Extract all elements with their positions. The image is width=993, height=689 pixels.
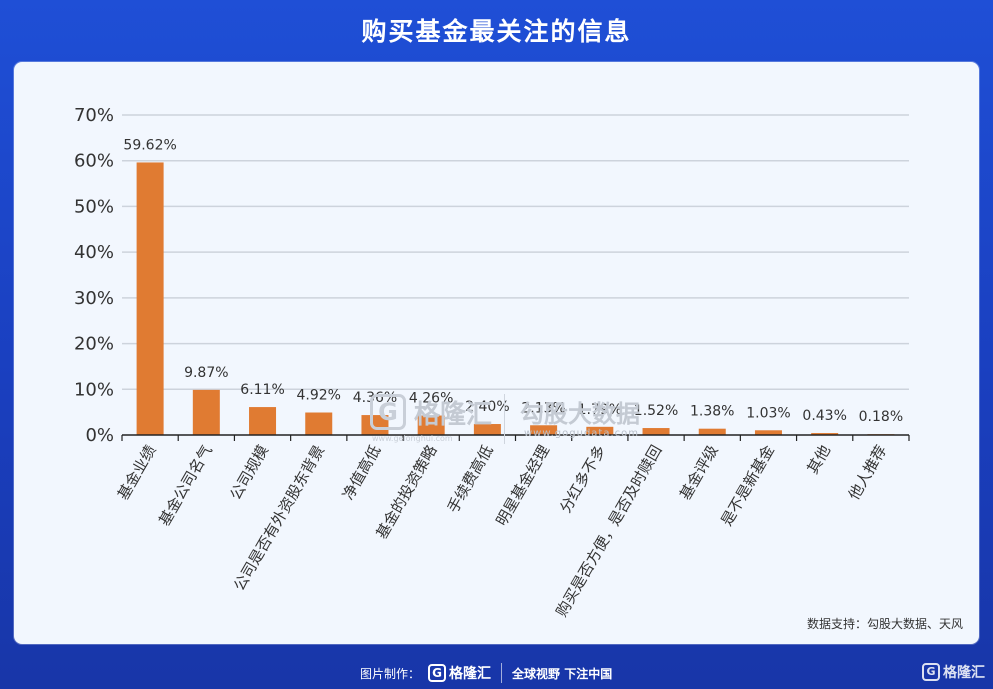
bar	[811, 433, 839, 435]
value-label: 1.79%	[578, 402, 622, 418]
x-tick-label: 其他	[804, 442, 835, 477]
y-tick-label: 0%	[85, 425, 114, 446]
value-label: 0.43%	[802, 408, 846, 424]
footer: 图片制作： G 格隆汇 全球视野 下注中国	[0, 656, 993, 689]
chart-card: 0% 10% 20% 30% 40% 50% 60% 70% 59.62% 9.87% 6.11%…	[14, 62, 979, 644]
bar	[136, 162, 164, 436]
data-source: 数据支持：勾股大数据、天风	[806, 617, 963, 631]
bar-chart: 0% 10% 20% 30% 40% 50% 60% 70% 59.62% 9.87% 6.11%…	[74, 105, 910, 620]
gelonghui-logo-icon: G	[370, 394, 406, 430]
value-label: 1.38%	[690, 404, 734, 420]
x-tick-label: 分红多不多	[556, 442, 609, 516]
x-tick-label: 是不是新基金	[717, 442, 778, 529]
y-axis-ticks: 0% 10% 20% 30% 40% 50% 60% 70%	[74, 105, 114, 446]
value-label: 1.03%	[746, 405, 790, 421]
value-labels: 59.62%9.87%6.11% 4.92% 4.36% 4.26%2.40% 2.13…	[123, 137, 903, 425]
x-tick-label: 净值高低	[339, 442, 385, 503]
value-label: 4.92%	[297, 388, 341, 404]
bar	[473, 424, 501, 435]
y-tick-label: 10%	[74, 379, 114, 400]
bar	[586, 426, 614, 435]
x-tick-label: 基金公司名气	[155, 442, 216, 529]
x-tick-label: 基金业绩	[114, 442, 160, 503]
x-tick-label: 手续费高低	[444, 442, 497, 516]
value-label: 1.52%	[634, 403, 678, 419]
x-tick-label: 基金评级	[676, 442, 722, 503]
corner-brand-name: 格隆汇	[943, 665, 985, 681]
bar	[530, 425, 558, 435]
x-tick-label: 明星基金经理	[492, 442, 553, 529]
watermark-partner: 勾股大数据	[520, 400, 640, 428]
corner-brand: G 格隆汇	[922, 662, 985, 682]
value-label: 2.13%	[521, 400, 565, 416]
watermark-partner-url: www.gogudata.com	[524, 428, 640, 439]
bar	[642, 428, 670, 435]
x-tick-label: 购买是否方便，是否及时赎回	[552, 442, 665, 620]
value-label: 59.62%	[123, 137, 176, 153]
value-label: 0.18%	[859, 409, 903, 425]
value-label: 4.26%	[409, 391, 453, 407]
y-tick-label: 70%	[74, 105, 114, 126]
x-axis	[121, 434, 910, 441]
bar	[698, 428, 726, 435]
footer-logo-icon: G	[428, 664, 447, 682]
y-tick-label: 60%	[74, 151, 114, 172]
grid-lines	[122, 114, 909, 391]
x-tick-label: 他人推荐	[845, 442, 891, 503]
y-tick-label: 50%	[74, 196, 114, 217]
watermark-brand: 格隆汇	[414, 400, 493, 430]
bar	[249, 407, 277, 435]
footer-brand: 格隆汇	[449, 666, 492, 682]
bars	[136, 162, 895, 436]
page-title: 购买基金最关注的信息	[361, 17, 632, 46]
bar	[305, 412, 333, 435]
watermark-separator	[504, 394, 505, 444]
y-tick-label: 30%	[74, 288, 114, 309]
value-label: 2.40%	[465, 399, 509, 415]
footer-separator	[501, 663, 503, 683]
value-label: 9.87%	[184, 365, 228, 381]
corner-logo-icon: G	[922, 663, 940, 681]
x-tick-label: 公司规模	[226, 442, 272, 503]
y-tick-label: 20%	[74, 334, 114, 355]
value-label: 6.11%	[240, 382, 284, 398]
bar	[754, 430, 782, 435]
x-tick-label: 基金的投资策略	[373, 442, 441, 542]
footer-slogan: 全球视野 下注中国	[512, 666, 613, 681]
y-tick-label: 40%	[74, 242, 114, 263]
footer-label: 图片制作：	[360, 666, 421, 681]
watermark: G 格隆汇 www.gelonghui.com 勾股大数据 www.goguda…	[370, 392, 660, 448]
bar	[192, 389, 220, 435]
watermark-brand-url: www.gelonghui.com	[372, 434, 453, 443]
bar	[417, 415, 445, 435]
